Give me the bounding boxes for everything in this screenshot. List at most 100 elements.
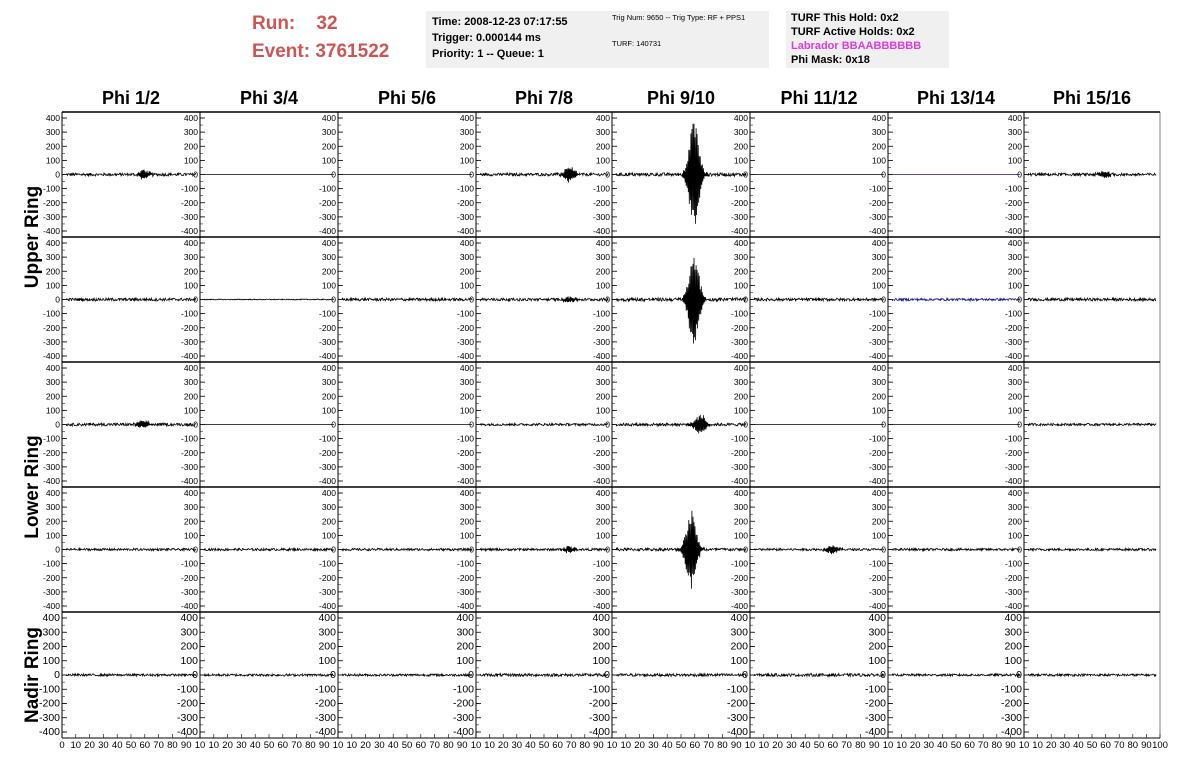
- y-tick-label: -100: [865, 683, 886, 695]
- waveform-trace: [1027, 296, 1157, 303]
- y-tick-label: 0: [193, 295, 198, 305]
- panel-r5-c1: [61, 611, 200, 738]
- y-tick-label: -300: [731, 212, 748, 222]
- column-header-8: Phi 15/16: [1053, 88, 1131, 108]
- y-tick-label: 200: [596, 516, 610, 526]
- y-tick-label: 0: [469, 545, 474, 555]
- y-tick-label: -200: [181, 198, 198, 208]
- panel-r2-c5: [611, 236, 750, 362]
- y-tick-label: 300: [322, 502, 336, 512]
- x-tick-label: 10: [883, 740, 894, 751]
- x-tick-label: 20: [910, 740, 921, 751]
- y-tick-label: -100: [43, 559, 60, 569]
- y-tick-label: 200: [184, 266, 198, 276]
- x-tick-label: 90: [869, 740, 880, 751]
- turf-text: TURF: 140731: [612, 39, 662, 48]
- y-tick-label: -400: [731, 601, 748, 611]
- y-tick-label: 0: [55, 170, 60, 180]
- y-tick-label: 100: [734, 280, 748, 290]
- x-tick-label: 10: [759, 740, 770, 751]
- x-tick-label: 60: [278, 740, 289, 751]
- y-tick-label: 100: [460, 405, 474, 415]
- y-tick-label: 400: [872, 238, 886, 248]
- y-tick-label: 200: [184, 141, 198, 151]
- y-tick-label: -200: [593, 573, 610, 583]
- panel-r3-c5: [611, 361, 750, 487]
- y-tick-label: -200: [731, 448, 748, 458]
- y-tick-label: -100: [39, 683, 60, 695]
- y-tick-label: 200: [456, 641, 474, 653]
- panel-r3-c7: [887, 361, 1024, 487]
- panel-r4-c5: [611, 486, 750, 612]
- y-tick-label: 100: [184, 530, 198, 540]
- y-tick-label: -300: [453, 712, 474, 724]
- y-tick-label: 400: [596, 488, 610, 498]
- y-tick-label: -200: [181, 323, 198, 333]
- x-tick-label: 50: [126, 740, 137, 751]
- y-tick-label: 400: [1004, 612, 1022, 624]
- y-tick-label: 0: [193, 420, 198, 430]
- y-tick-label: -400: [593, 601, 610, 611]
- y-tick-label: -300: [1005, 462, 1022, 472]
- waveform-trace: [479, 167, 609, 183]
- y-tick-label: 400: [184, 363, 198, 373]
- y-tick-label: 200: [734, 391, 748, 401]
- y-tick-label: 100: [460, 530, 474, 540]
- y-tick-label: -400: [593, 226, 610, 236]
- y-tick-label: 300: [734, 377, 748, 387]
- x-tick-label: 60: [828, 740, 839, 751]
- waveform-trace: [203, 298, 335, 301]
- y-tick-label: -400: [43, 601, 60, 611]
- x-tick-label: 90: [593, 740, 604, 751]
- x-tick-label: 40: [1073, 740, 1084, 751]
- y-tick-label: 200: [596, 391, 610, 401]
- y-tick-label: -100: [1005, 434, 1022, 444]
- x-tick-label: 40: [525, 740, 536, 751]
- x-tick-label: 60: [140, 740, 151, 751]
- y-tick-label: -300: [181, 587, 198, 597]
- y-tick-label: 200: [1008, 141, 1022, 151]
- y-tick-label: -200: [457, 198, 474, 208]
- x-tick-label: 30: [374, 740, 385, 751]
- y-tick-label: -400: [1005, 351, 1022, 361]
- panel-r1-c2: [199, 111, 338, 237]
- y-tick-label: -400: [1005, 601, 1022, 611]
- y-tick-label: -200: [1001, 698, 1022, 710]
- y-tick-label: -300: [869, 337, 886, 347]
- y-tick-label: -200: [457, 573, 474, 583]
- x-tick-label: 60: [416, 740, 427, 751]
- x-tick-label: 30: [236, 740, 247, 751]
- y-tick-label: 200: [730, 641, 748, 653]
- y-tick-label: 100: [734, 405, 748, 415]
- x-tick-label: 10: [333, 740, 344, 751]
- y-tick-label: 0: [469, 170, 474, 180]
- x-tick-label: 20: [84, 740, 95, 751]
- waveform-trace: [341, 296, 473, 303]
- y-tick-label: 400: [596, 363, 610, 373]
- x-tick-label: 70: [841, 740, 852, 751]
- x-tick-label: 10: [1019, 740, 1030, 751]
- x-tick-label: 60: [552, 740, 563, 751]
- y-tick-label: 400: [180, 612, 198, 624]
- waveform-trace: [753, 545, 885, 555]
- waveform-trace: [1027, 422, 1157, 427]
- x-tick-label: 90: [731, 740, 742, 751]
- x-tick-label: 20: [634, 740, 645, 751]
- y-tick-label: 400: [1008, 113, 1022, 123]
- y-tick-label: 300: [868, 626, 886, 638]
- y-tick-label: -300: [731, 462, 748, 472]
- y-tick-label: -200: [869, 323, 886, 333]
- x-tick-label: 20: [360, 740, 371, 751]
- y-tick-label: -400: [731, 351, 748, 361]
- y-tick-label: -400: [589, 726, 610, 738]
- y-tick-label: -100: [457, 434, 474, 444]
- row-label-3: Nadir Ring: [22, 627, 43, 723]
- labrador-text: Labrador BBAABBBBBB: [791, 40, 922, 52]
- x-tick-label: 10: [209, 740, 220, 751]
- waveform-trace: [479, 296, 609, 304]
- y-tick-label: -300: [593, 337, 610, 347]
- x-tick-label: 40: [937, 740, 948, 751]
- y-tick-label: 200: [872, 141, 886, 151]
- y-tick-label: 100: [184, 280, 198, 290]
- x-tick-label: 10: [71, 740, 82, 751]
